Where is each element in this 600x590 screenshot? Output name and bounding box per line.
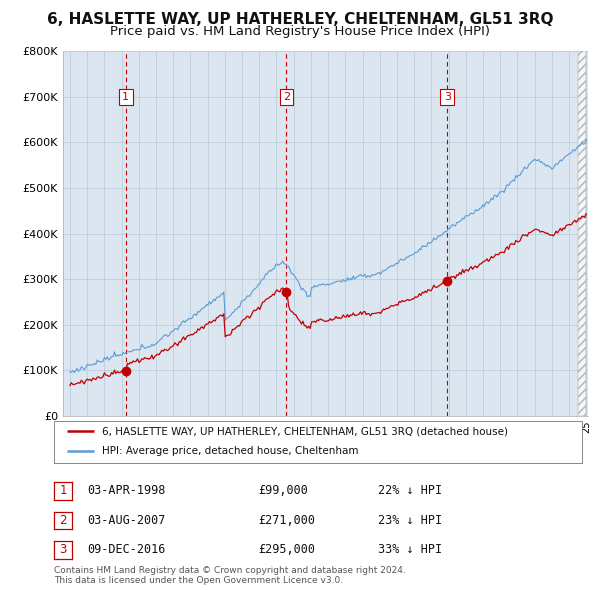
Text: Contains HM Land Registry data © Crown copyright and database right 2024.
This d: Contains HM Land Registry data © Crown c… [54,566,406,585]
Text: 6, HASLETTE WAY, UP HATHERLEY, CHELTENHAM, GL51 3RQ: 6, HASLETTE WAY, UP HATHERLEY, CHELTENHA… [47,12,553,27]
Text: £99,000: £99,000 [258,484,308,497]
Text: 2: 2 [283,92,290,102]
Text: HPI: Average price, detached house, Cheltenham: HPI: Average price, detached house, Chel… [101,446,358,456]
Text: Price paid vs. HM Land Registry's House Price Index (HPI): Price paid vs. HM Land Registry's House … [110,25,490,38]
Text: 09-DEC-2016: 09-DEC-2016 [87,543,166,556]
Text: 3: 3 [443,92,451,102]
Text: 3: 3 [59,543,67,556]
Text: 1: 1 [59,484,67,497]
Text: 22% ↓ HPI: 22% ↓ HPI [378,484,442,497]
Text: 03-AUG-2007: 03-AUG-2007 [87,514,166,527]
Text: 33% ↓ HPI: 33% ↓ HPI [378,543,442,556]
Text: £295,000: £295,000 [258,543,315,556]
Text: 23% ↓ HPI: 23% ↓ HPI [378,514,442,527]
Text: 6, HASLETTE WAY, UP HATHERLEY, CHELTENHAM, GL51 3RQ (detached house): 6, HASLETTE WAY, UP HATHERLEY, CHELTENHA… [101,427,508,436]
Text: 2: 2 [59,514,67,527]
Text: 03-APR-1998: 03-APR-1998 [87,484,166,497]
Text: £271,000: £271,000 [258,514,315,527]
Text: 1: 1 [122,92,130,102]
